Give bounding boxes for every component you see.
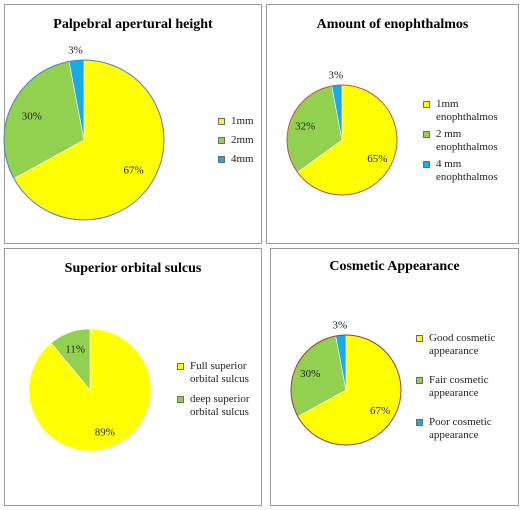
slice-data-label: 30% (22, 110, 42, 122)
legend-swatch (416, 419, 423, 426)
chart-legend: 1mm enophthalmos 2 mm enophthalmos 4 mm … (423, 98, 515, 184)
chart-title: Cosmetic Appearance (329, 259, 460, 274)
chart-title: Amount of enophthalmos (316, 17, 469, 32)
legend-swatch (218, 118, 225, 125)
legend-swatch (416, 335, 423, 342)
legend-label: 4mm (231, 153, 254, 165)
chart-title: Superior orbital sulcus (64, 261, 202, 276)
slice-data-label: 89% (95, 426, 115, 438)
legend-swatch (218, 137, 225, 144)
pie-outline (290, 334, 402, 446)
slice-data-label: 30% (300, 368, 320, 380)
chart-legend: Full superior orbital sulcus deep superi… (177, 360, 261, 419)
legend-label: 2mm (231, 134, 254, 146)
pie-outline (3, 59, 165, 221)
legend-label: 2 mm enophthalmos (436, 128, 498, 153)
legend-swatch (177, 363, 184, 370)
legend-label: 4 mm enophthalmos (436, 158, 498, 183)
chart-panel-palpebral: Palpebral apertural height 67% 30% 3% 1mm … (3, 4, 263, 244)
legend-swatch (416, 377, 423, 384)
legend-item: 2 mm enophthalmos (423, 128, 515, 154)
legend-item: Full superior orbital sulcus (177, 360, 261, 386)
legend-label: 1mm enophthalmos (436, 98, 498, 123)
chart-panel-sulcus: Superior orbital sulcus 89% 11% Full supe… (4, 248, 262, 506)
pie-outline (286, 84, 398, 196)
legend-item: Good cosmetic appearance (416, 332, 516, 358)
legend-label: Poor cosmetic appearance (429, 416, 492, 441)
slice-data-label: 65% (367, 153, 387, 165)
pie-slice (50, 328, 91, 391)
legend-swatch (423, 131, 430, 138)
legend-swatch (218, 156, 225, 163)
slice-data-label: 3% (332, 319, 347, 331)
chart-legend: 1mm 2mm 4mm (218, 115, 263, 166)
slice-data-label: 11% (65, 344, 85, 356)
legend-swatch (177, 396, 184, 403)
legend-item: 4mm (218, 153, 263, 166)
slice-data-label: 3% (68, 44, 83, 56)
legend-item: 4 mm enophthalmos (423, 158, 515, 184)
legend-swatch (423, 161, 430, 168)
legend-item: deep superior orbital sulcus (177, 393, 261, 419)
slice-data-label: 3% (328, 69, 343, 81)
chart-title: Palpebral apertural height (53, 17, 213, 32)
chart-panel-enophthalmos: Amount of enophthalmos 65% 32% 3% 1mm enop… (266, 4, 519, 244)
slice-data-label: 32% (295, 120, 315, 132)
legend-label: Good cosmetic appearance (429, 332, 496, 357)
legend-item: 1mm enophthalmos (423, 98, 515, 124)
legend-item: Fair cosmetic appearance (416, 374, 516, 400)
legend-label: Full superior orbital sulcus (190, 360, 249, 385)
pie-chart-cosmetic: 67% 30% 3% (290, 319, 402, 446)
slice-data-label: 67% (123, 164, 143, 176)
legend-item: 2mm (218, 134, 263, 147)
legend-label: deep superior orbital sulcus (190, 393, 250, 418)
pie-chart-palpebral: 67% 30% 3% (3, 44, 165, 221)
legend-label: 1mm (231, 115, 254, 127)
chart-legend: Good cosmetic appearance Fair cosmetic a… (416, 332, 516, 442)
pie-chart-enophthalmos: 65% 32% 3% (286, 69, 398, 196)
chart-panel-cosmetic: Cosmetic Appearance 67% 30% 3% Good cosmet… (270, 248, 519, 506)
slice-data-label: 67% (370, 405, 390, 417)
legend-label: Fair cosmetic appearance (429, 374, 489, 399)
legend-item: Poor cosmetic appearance (416, 416, 516, 442)
legend-item: 1mm (218, 115, 263, 128)
pie-chart-sulcus: 89% 11% (28, 328, 152, 452)
legend-swatch (423, 101, 430, 108)
